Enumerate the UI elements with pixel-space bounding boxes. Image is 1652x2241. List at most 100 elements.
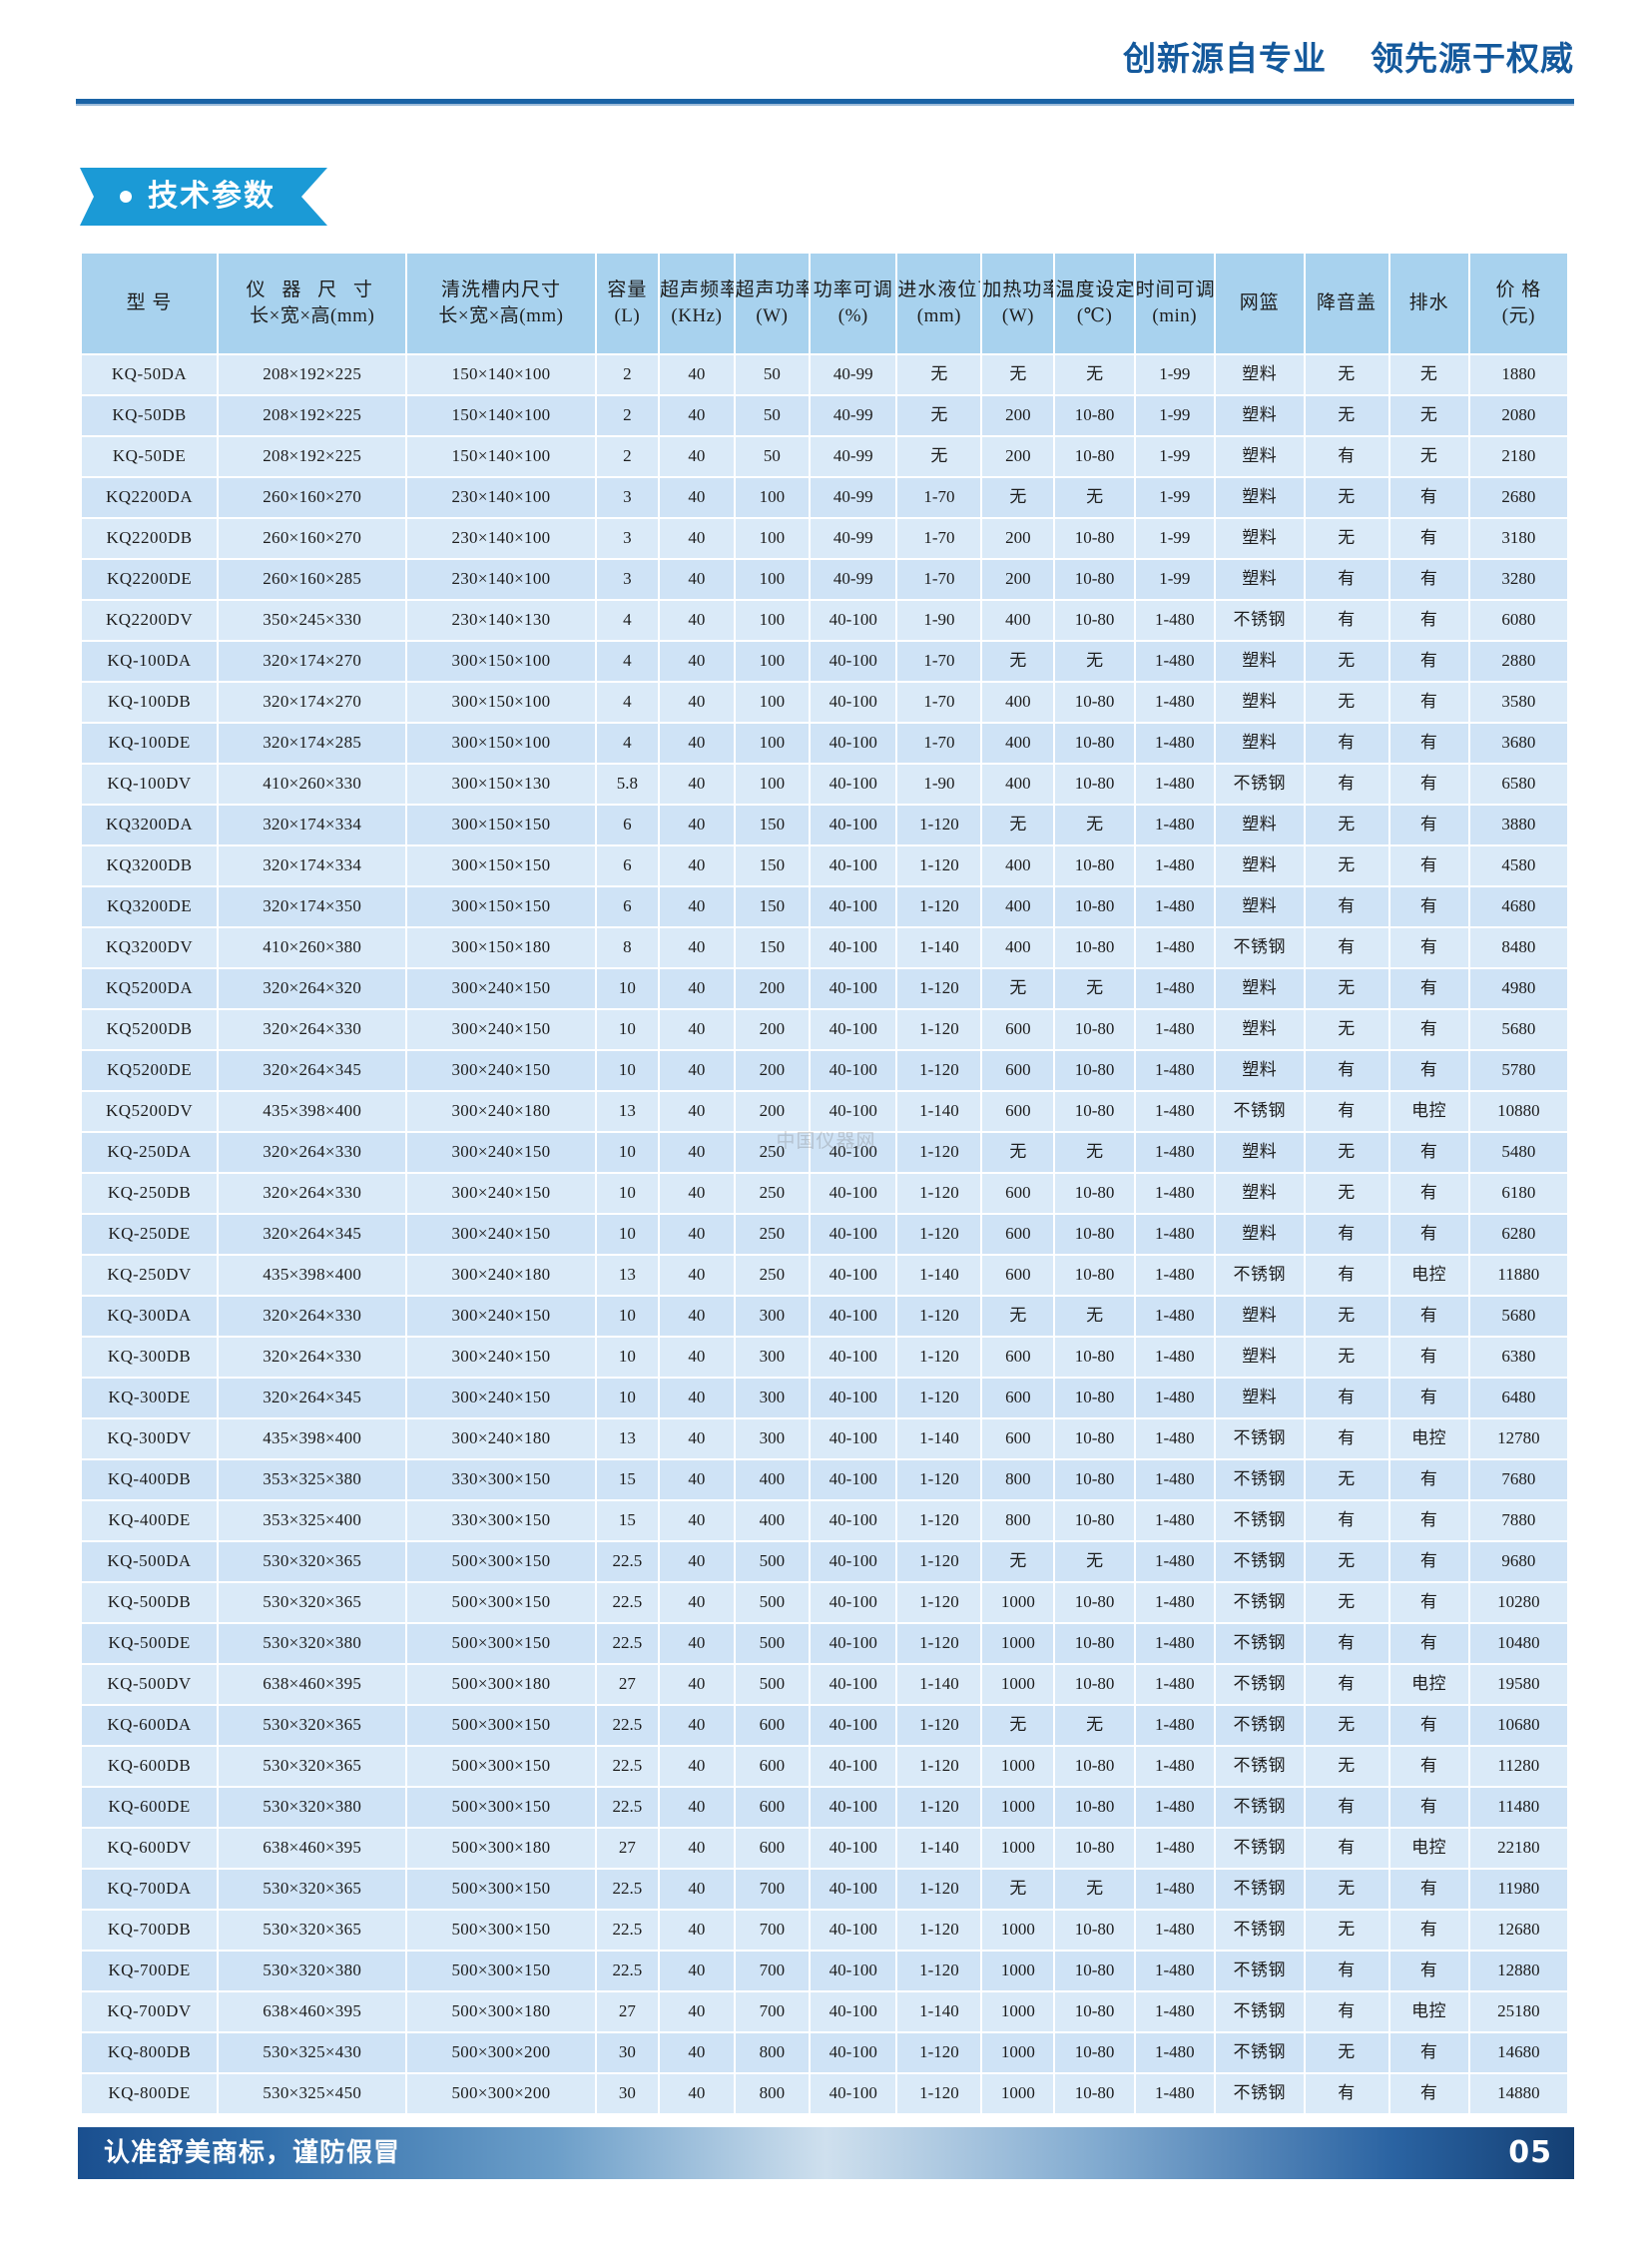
- cell-model: KQ-250DV: [82, 1256, 218, 1295]
- table-row: KQ-250DA 320×264×330 300×240×150 10 40 250 40-…: [82, 1133, 1567, 1172]
- cell-value: 不锈钢: [1215, 1992, 1304, 2031]
- cell-value: 40-100: [811, 846, 896, 885]
- cell-value: 40-99: [811, 396, 896, 435]
- cell-value: 1000: [982, 1583, 1054, 1622]
- cell-value: 1-480: [1135, 1829, 1214, 1868]
- cell-value: 40-100: [811, 1829, 896, 1868]
- cell-value: 无: [1305, 1460, 1388, 1499]
- cell-value: 10: [596, 1051, 659, 1090]
- cell-value: 13: [596, 1419, 659, 1458]
- cell-value: 600: [735, 1829, 810, 1868]
- table-row: KQ-100DB 320×174×270 300×150×100 4 40 100 40-1…: [82, 683, 1567, 722]
- cell-value: 350×245×330: [219, 601, 406, 640]
- cell-value: 200: [982, 560, 1054, 599]
- cell-value: 300×240×180: [407, 1256, 595, 1295]
- cell-value: 1-480: [1135, 1133, 1214, 1172]
- cell-model: KQ-50DE: [82, 437, 218, 476]
- cell-value: 40: [660, 1870, 734, 1909]
- cell-value: 150: [735, 846, 810, 885]
- cell-value: 40-100: [811, 1542, 896, 1581]
- cell-value: 208×192×225: [219, 437, 406, 476]
- column-header-line1: 加热功率: [982, 280, 1054, 301]
- cell-value: 1000: [982, 1624, 1054, 1663]
- cell-value: 有: [1305, 1051, 1388, 1090]
- cell-model: KQ5200DB: [82, 1010, 218, 1049]
- cell-value: 无: [982, 642, 1054, 681]
- cell-value: 40: [660, 355, 734, 394]
- cell-value: 1-480: [1135, 1419, 1214, 1458]
- cell-value: 27: [596, 1992, 659, 2031]
- cell-value: 40-99: [811, 519, 896, 558]
- cell-value: 1-480: [1135, 1870, 1214, 1909]
- cell-value: 6080: [1469, 601, 1567, 640]
- table-body: KQ-50DA 208×192×225 150×140×100 2 40 50 40-99 无…: [82, 355, 1567, 2113]
- cell-value: 320×264×345: [219, 1051, 406, 1090]
- cell-model: KQ-600DB: [82, 1747, 218, 1786]
- cell-value: 有: [1305, 2074, 1388, 2113]
- cell-value: 12680: [1469, 1911, 1567, 1950]
- cell-value: 不锈钢: [1215, 1460, 1304, 1499]
- cell-value: 1-480: [1135, 887, 1214, 926]
- cell-value: 10-80: [1055, 560, 1134, 599]
- cell-value: 1-480: [1135, 765, 1214, 804]
- column-header-13: 排水: [1389, 254, 1468, 353]
- header-slogan: 创新源自专业 领先源于权威: [1123, 42, 1574, 75]
- cell-value: 800: [982, 1501, 1054, 1540]
- table-row: KQ2200DB 260×160×270 230×140×100 3 40 100 40-9…: [82, 519, 1567, 558]
- table-row: KQ2200DA 260×160×270 230×140×100 3 40 100 40-9…: [82, 478, 1567, 517]
- cell-value: 600: [982, 1010, 1054, 1049]
- column-header-line1: 降音盖: [1317, 292, 1377, 314]
- cell-value: 有: [1389, 928, 1468, 967]
- cell-value: 10-80: [1055, 1583, 1134, 1622]
- cell-value: 27: [596, 1829, 659, 1868]
- cell-value: 22180: [1469, 1829, 1567, 1868]
- cell-value: 40: [660, 2033, 734, 2072]
- cell-value: 3: [596, 560, 659, 599]
- cell-value: 不锈钢: [1215, 1665, 1304, 1704]
- cell-value: 1-480: [1135, 1665, 1214, 1704]
- cell-value: 10-80: [1055, 1256, 1134, 1295]
- cell-value: 2: [596, 437, 659, 476]
- cell-value: 1-120: [897, 1215, 981, 1254]
- cell-value: 10-80: [1055, 1501, 1134, 1540]
- cell-value: 1-480: [1135, 1460, 1214, 1499]
- cell-value: 40: [660, 887, 734, 926]
- column-header-line2: (KHz): [671, 305, 723, 326]
- cell-value: 500×300×180: [407, 1829, 595, 1868]
- cell-value: 不锈钢: [1215, 1788, 1304, 1827]
- cell-value: 有: [1305, 1379, 1388, 1417]
- cell-value: 7880: [1469, 1501, 1567, 1540]
- cell-value: 电控: [1389, 1829, 1468, 1868]
- cell-value: 无: [897, 437, 981, 476]
- cell-value: 700: [735, 1992, 810, 2031]
- cell-value: 有: [1389, 765, 1468, 804]
- cell-value: 200: [735, 1010, 810, 1049]
- cell-value: 500×300×150: [407, 1747, 595, 1786]
- cell-value: 不锈钢: [1215, 1952, 1304, 1990]
- cell-value: 1-480: [1135, 1583, 1214, 1622]
- cell-value: 320×264×330: [219, 1297, 406, 1336]
- cell-value: 无: [1305, 2033, 1388, 2072]
- column-header-14: 价 格 (元): [1469, 254, 1567, 353]
- cell-value: 22.5: [596, 1952, 659, 1990]
- cell-value: 1-480: [1135, 1624, 1214, 1663]
- cell-value: 10-80: [1055, 2033, 1134, 2072]
- cell-value: 有: [1305, 1256, 1388, 1295]
- cell-value: 200: [735, 969, 810, 1008]
- cell-value: 40: [660, 806, 734, 844]
- cell-model: KQ-300DE: [82, 1379, 218, 1417]
- cell-value: 1-140: [897, 1092, 981, 1131]
- cell-value: 有: [1389, 1051, 1468, 1090]
- cell-value: 22.5: [596, 1624, 659, 1663]
- cell-model: KQ-600DE: [82, 1788, 218, 1827]
- cell-value: 无: [982, 1542, 1054, 1581]
- cell-value: 1-480: [1135, 724, 1214, 763]
- cell-value: 10-80: [1055, 1911, 1134, 1950]
- cell-value: 208×192×225: [219, 396, 406, 435]
- cell-value: 40: [660, 1624, 734, 1663]
- cell-value: 无: [1305, 1706, 1388, 1745]
- footer-slogan: 认准舒美商标，谨防假冒: [104, 2138, 401, 2168]
- cell-model: KQ2200DE: [82, 560, 218, 599]
- cell-value: 无: [1305, 1911, 1388, 1950]
- cell-model: KQ-300DB: [82, 1338, 218, 1377]
